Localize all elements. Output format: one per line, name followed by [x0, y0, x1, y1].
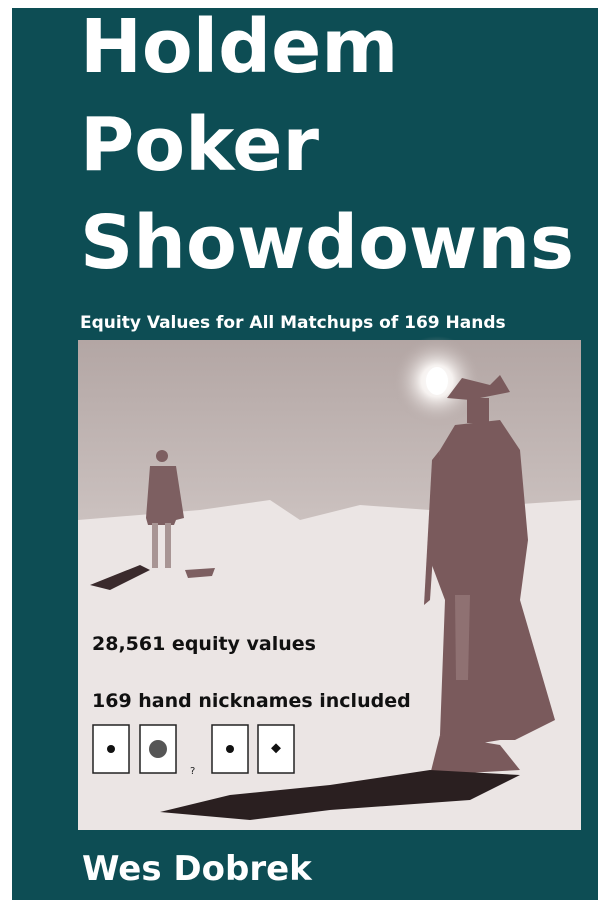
title-line: Showdowns	[80, 200, 574, 286]
title-line: Holdem	[80, 4, 398, 90]
book-cover: Holdem Poker Showdowns Equity Values for…	[0, 0, 601, 904]
card-separator: ?	[190, 766, 195, 777]
title-line: Poker	[80, 102, 319, 188]
illustration	[78, 336, 581, 830]
author: Wes Dobrek	[82, 849, 313, 889]
feature-text: 28,561 equity values	[92, 633, 316, 655]
feature-text: 169 hand nicknames included	[92, 690, 411, 712]
subtitle: Equity Values for All Matchups of 169 Ha…	[80, 313, 506, 333]
